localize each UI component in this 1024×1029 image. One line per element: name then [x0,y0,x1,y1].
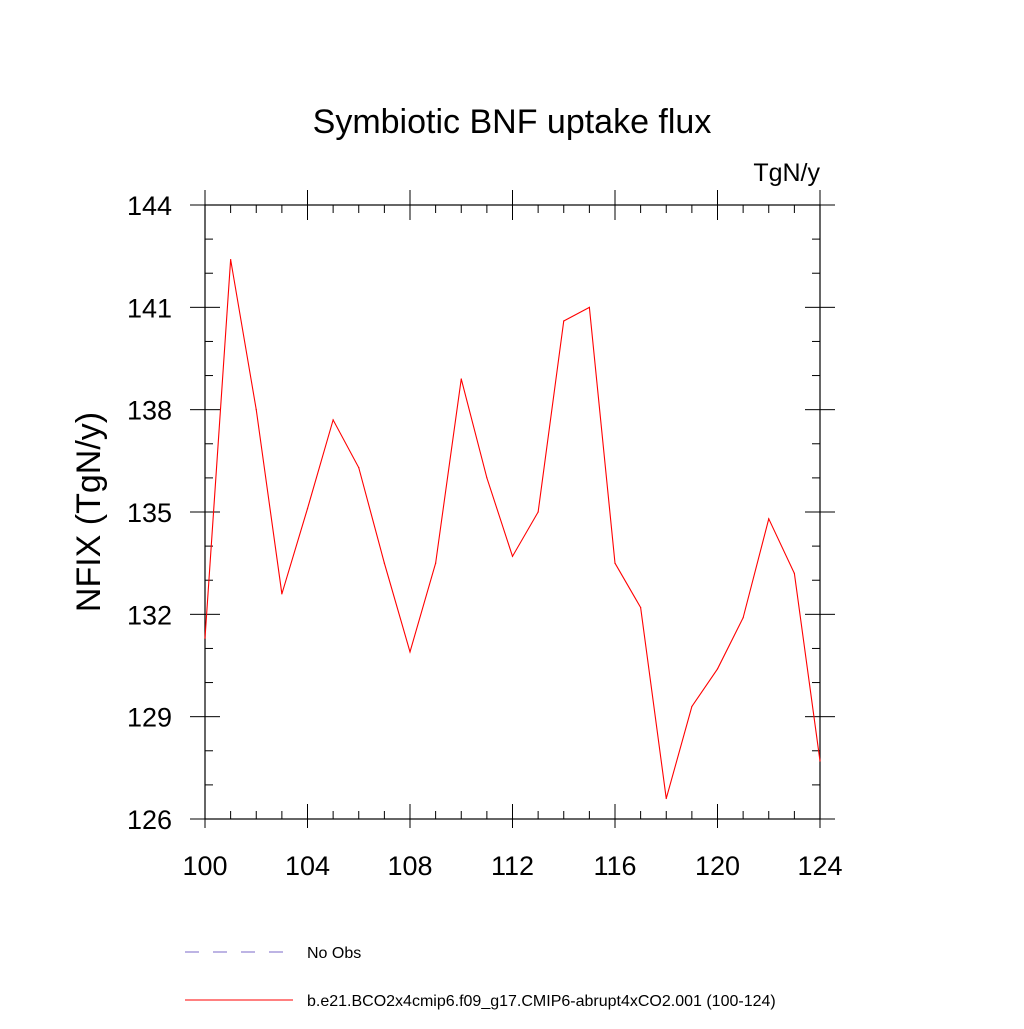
y-tick-label: 135 [127,498,172,528]
data-point [204,637,206,639]
x-tick-label: 108 [387,851,432,881]
plot-area: 100 104 108 112 116 120 124 126 129 132 135 138 141 1… [127,190,843,881]
y-tick-label: 138 [127,396,172,426]
y-tick-label: 129 [127,703,172,733]
y-tick-label: 141 [127,293,172,323]
series-line [204,259,821,799]
data-point [563,320,565,322]
data-point [793,572,795,575]
x-tick-label: 124 [797,851,842,881]
y-axis-label: NFIX (TgN/y) [70,412,108,612]
plot-frame [204,204,821,820]
data-point [742,617,744,619]
data-point [588,306,590,308]
data-point [358,467,360,469]
data-point [819,760,821,762]
data-point [768,518,770,520]
legend-label: No Obs [307,945,361,962]
data-point [716,668,719,670]
x-tick-label: 120 [695,851,740,881]
data-point [281,593,283,595]
y-tick-label: 144 [127,191,172,221]
y-tick-label: 132 [127,600,172,630]
data-point [409,651,411,653]
data-point [255,409,257,411]
x-tick-label: 104 [285,851,330,881]
x-tick-label: 100 [182,851,227,881]
data-point [460,378,462,380]
x-tick-label: 116 [593,851,636,881]
chart-title: Symbiotic BNF uptake flux [313,103,712,141]
data-point [230,258,232,261]
data-point [486,477,488,479]
y-tick-label: 126 [127,805,172,835]
data-point [511,555,514,557]
x-tick-label: 112 [491,851,534,881]
data-point [435,562,437,564]
legend: No Obs b.e21.BCO2x4cmip6.f09_g17.CMIP6-ab… [185,945,776,1010]
data-point [640,606,642,609]
data-point [665,797,667,800]
data-point [691,705,693,708]
units-label: TgN/y [753,159,820,187]
data-point [383,562,385,564]
legend-label: b.e21.BCO2x4cmip6.f09_g17.CMIP6-abrupt4x… [307,993,776,1010]
data-point [332,419,334,421]
data-point [537,511,539,513]
data-point [306,507,309,510]
data-point [614,562,616,564]
